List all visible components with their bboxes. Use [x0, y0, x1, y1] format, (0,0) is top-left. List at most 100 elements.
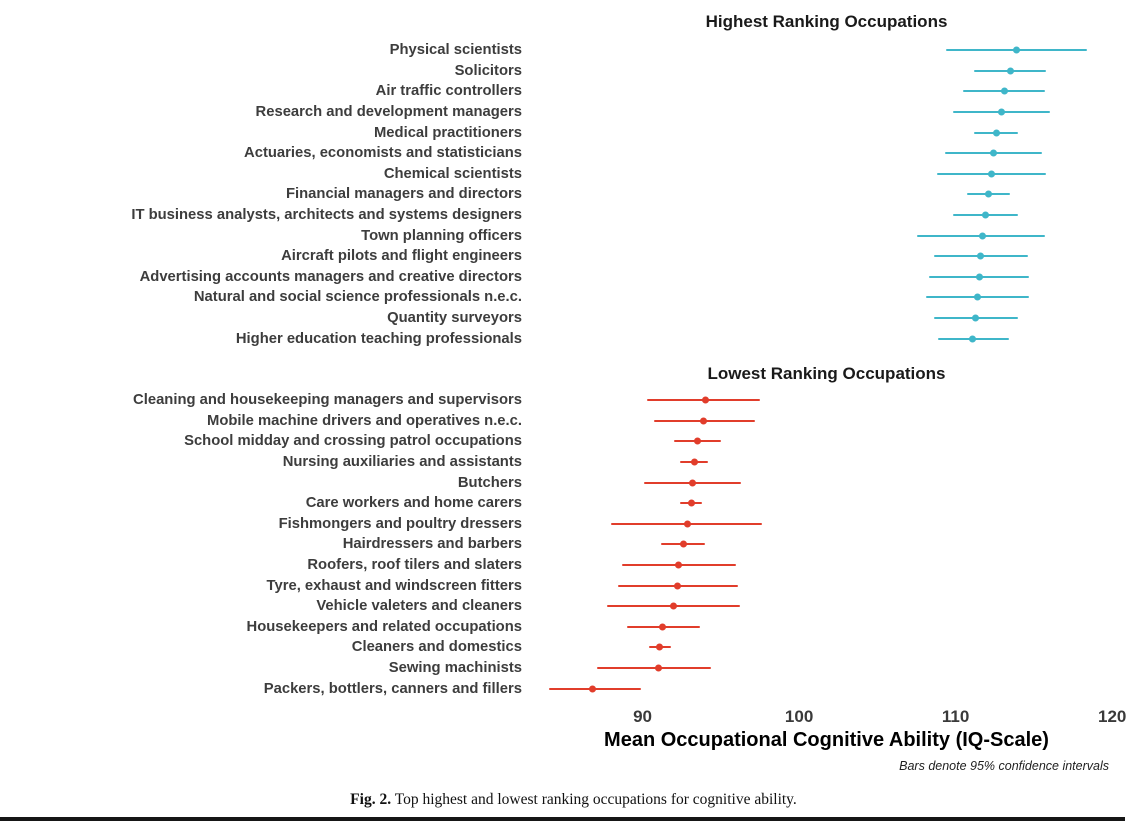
- x-axis-ticks: 90 100 110 120: [533, 707, 1126, 729]
- occupation-plot: [533, 575, 1120, 596]
- mean-dot: [684, 520, 692, 528]
- occupation-plot: [533, 61, 1120, 82]
- x-tick-label: 100: [784, 707, 814, 726]
- mean-dot: [992, 129, 1000, 137]
- occupation-label: Chemical scientists: [383, 165, 522, 182]
- occupation-label: Tyre, exhaust and windscreen fitters: [266, 577, 522, 594]
- occupation-plot: [533, 390, 1120, 411]
- ci-note: Bars denote 95% confidence intervals: [899, 759, 1109, 773]
- occupation-row: Quantity surveyors: [0, 308, 1147, 329]
- occupation-row: IT business analysts, architects and sys…: [0, 205, 1147, 226]
- occupation-label: Natural and social science professionals…: [193, 289, 522, 306]
- mean-dot: [974, 293, 982, 301]
- occupation-label: School midday and crossing patrol occupa…: [184, 433, 522, 450]
- occupation-row: Packers, bottlers, canners and fillers: [0, 678, 1147, 699]
- figure-caption: Fig. 2. Top highest and lowest ranking o…: [0, 791, 1147, 809]
- occupation-row: Mobile machine drivers and operatives n.…: [0, 411, 1147, 432]
- bottom-edge-bar: [0, 817, 1125, 821]
- occupation-plot: [533, 555, 1120, 576]
- mean-dot: [985, 190, 992, 198]
- occupation-row: Nursing auxiliaries and assistants: [0, 452, 1147, 473]
- occupation-label: Packers, bottlers, canners and fillers: [263, 680, 522, 697]
- occupation-row: Natural and social science professionals…: [0, 287, 1147, 308]
- occupation-plot: [533, 328, 1120, 349]
- occupation-row: Research and development managers: [0, 102, 1147, 123]
- occupation-plot: [533, 452, 1120, 473]
- occupation-plot: [533, 246, 1120, 267]
- mean-dot: [659, 623, 667, 631]
- occupation-label: Higher education teaching professionals: [235, 330, 522, 347]
- occupation-plot: [533, 205, 1120, 226]
- mean-dot: [969, 335, 977, 343]
- occupation-plot: [533, 184, 1120, 205]
- occupation-row: Tyre, exhaust and windscreen fitters: [0, 575, 1147, 596]
- occupation-row: Town planning officers: [0, 225, 1147, 246]
- occupation-label: Financial managers and directors: [285, 186, 522, 203]
- occupation-label: Vehicle valeters and cleaners: [316, 598, 522, 615]
- mean-dot: [588, 685, 596, 693]
- x-tick-label: 90: [633, 707, 653, 726]
- occupation-label: Solicitors: [454, 62, 522, 79]
- occupation-plot: [533, 431, 1120, 452]
- occupation-plot: [533, 287, 1120, 308]
- occupation-plot: [533, 658, 1120, 679]
- occupation-row: Physical scientists: [0, 40, 1147, 61]
- highest-panel-rows: Physical scientists Solicitors Air traffic…: [0, 40, 1147, 349]
- x-axis-title: Mean Occupational Cognitive Ability (IQ-…: [604, 729, 1049, 751]
- mean-dot: [673, 582, 681, 590]
- occupation-plot: [533, 225, 1120, 246]
- occupation-row: Fishmongers and poultry dressers: [0, 514, 1147, 535]
- occupation-label: Mobile machine drivers and operatives n.…: [207, 412, 522, 429]
- mean-dot: [670, 602, 678, 610]
- figure-caption-label: Fig. 2.: [350, 791, 392, 808]
- occupation-plot: [533, 267, 1120, 288]
- lowest-panel-rows: Cleaning and housekeeping managers and s…: [0, 390, 1147, 699]
- figure-caption-text: Top highest and lowest ranking occupatio…: [394, 791, 797, 808]
- occupation-row: Vehicle valeters and cleaners: [0, 596, 1147, 617]
- occupation-plot: [533, 102, 1120, 123]
- occupation-row: Care workers and home carers: [0, 493, 1147, 514]
- occupation-plot: [533, 596, 1120, 617]
- occupation-label: Research and development managers: [255, 104, 522, 121]
- occupation-plot: [533, 472, 1120, 493]
- occupation-plot: [533, 164, 1120, 185]
- mean-dot: [693, 437, 701, 445]
- mean-dot: [972, 314, 980, 322]
- occupation-label: Town planning officers: [361, 227, 522, 244]
- occupation-row: Higher education teaching professionals: [0, 328, 1147, 349]
- mean-dot: [1013, 46, 1021, 54]
- occupation-plot: [533, 678, 1120, 699]
- occupation-row: Actuaries, economists and statisticians: [0, 143, 1147, 164]
- mean-dot: [700, 417, 708, 425]
- confidence-interval-bar: [597, 667, 712, 670]
- occupation-row: Medical practitioners: [0, 122, 1147, 143]
- mean-dot: [690, 458, 698, 466]
- occupation-plot: [533, 534, 1120, 555]
- x-tick-label: 120: [1097, 707, 1127, 726]
- mean-dot: [656, 643, 664, 651]
- occupation-label: Cleaning and housekeeping managers and s…: [133, 392, 522, 409]
- occupation-plot: [533, 40, 1120, 61]
- mean-dot: [654, 664, 662, 672]
- occupation-label: Quantity surveyors: [387, 310, 522, 327]
- occupation-label: Medical practitioners: [373, 124, 522, 141]
- occupation-label: Butchers: [457, 474, 522, 491]
- mean-dot: [989, 149, 997, 157]
- mean-dot: [1000, 87, 1008, 95]
- occupation-label: Nursing auxiliaries and assistants: [282, 454, 522, 471]
- mean-dot: [689, 479, 697, 487]
- occupation-label: Care workers and home carers: [305, 495, 522, 512]
- occupation-label: Fishmongers and poultry dressers: [278, 515, 522, 532]
- occupation-label: Actuaries, economists and statisticians: [244, 145, 522, 162]
- occupation-plot: [533, 514, 1120, 535]
- occupation-row: Sewing machinists: [0, 658, 1147, 679]
- occupation-row: Butchers: [0, 472, 1147, 493]
- occupation-row: School midday and crossing patrol occupa…: [0, 431, 1147, 452]
- occupation-row: Chemical scientists: [0, 164, 1147, 185]
- occupation-plot: [533, 493, 1120, 514]
- mean-dot: [975, 273, 983, 281]
- occupation-label: Housekeepers and related occupations: [246, 618, 522, 635]
- mean-dot: [675, 561, 683, 569]
- occupation-plot: [533, 637, 1120, 658]
